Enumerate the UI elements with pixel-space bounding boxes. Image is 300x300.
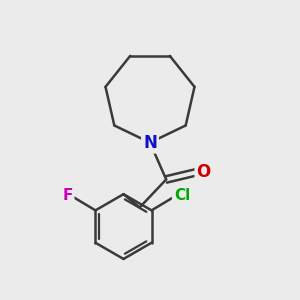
Text: N: N xyxy=(143,134,157,152)
Text: Cl: Cl xyxy=(174,188,190,203)
Text: F: F xyxy=(62,188,73,203)
Text: O: O xyxy=(196,163,211,181)
